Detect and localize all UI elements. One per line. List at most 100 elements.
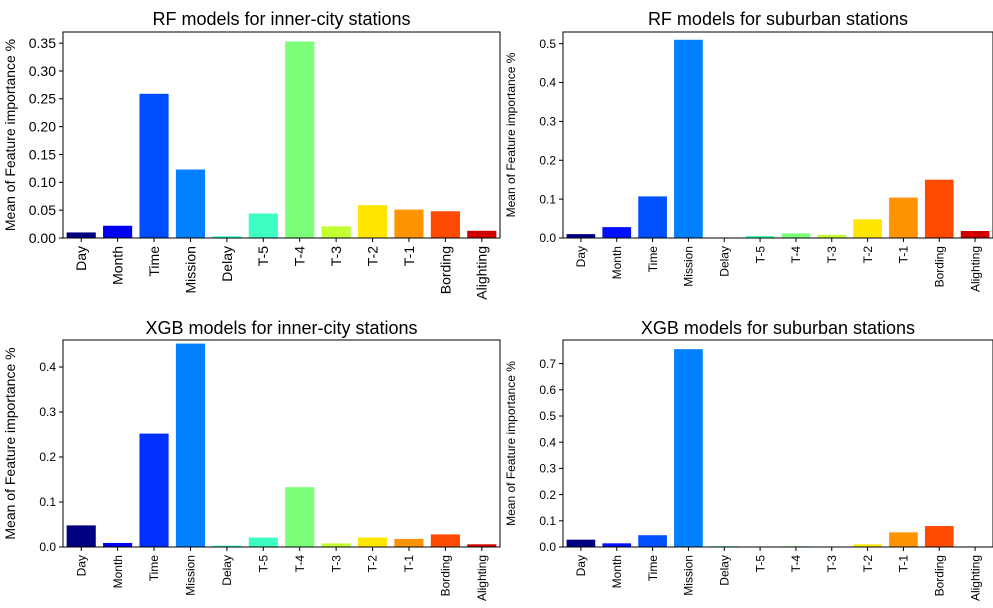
y-tick-label: 0.3 [39,405,56,419]
bar-alighting [467,230,497,238]
y-tick-label: 0.1 [539,514,556,528]
bar-t-2 [853,219,882,238]
x-tick-label-bording: Bording [932,555,946,596]
x-tick-label-bording: Bording [437,246,453,294]
x-tick-label-month: Month [610,246,624,279]
y-tick-label: 0.2 [539,488,556,502]
x-tick-label-delay: Delay [717,246,731,277]
bar-t-3 [321,226,351,238]
x-tick-label-mission: Mission [182,246,198,293]
y-tick-label: 0.05 [29,202,56,218]
bar-t-5 [248,213,278,238]
x-tick-label-bording: Bording [932,246,946,287]
x-tick-label-day: Day [74,555,88,576]
bar-mission [175,343,206,547]
bar-t-1 [394,209,424,238]
bar-day [66,525,96,547]
x-tick-label-day: Day [574,246,588,267]
x-tick-label-time: Time [646,555,660,582]
x-tick-label-mission: Mission [184,555,198,596]
y-tick-label: 0.25 [29,91,56,107]
x-tick-label-time: Time [147,555,161,582]
bar-bording [924,526,954,547]
x-tick-label-t-5: T-5 [255,246,271,266]
bar-t-4 [285,41,315,238]
x-tick-label-t-2: T-2 [364,246,380,266]
x-tick-label-mission: Mission [682,555,696,596]
chart-panel-2: RF models for suburban stations Mean of F… [504,9,993,292]
x-tick-label-t-2: T-2 [861,246,875,264]
y-tick-label: 0.5 [539,37,556,51]
bar-month [602,543,632,547]
y-axis-label: Mean of Feature importance % [2,39,18,231]
y-tick-label: 0.3 [539,115,556,129]
y-tick-label: 0.1 [539,192,556,206]
y-tick-label: 0.0 [39,540,56,554]
bar-mission [674,39,703,238]
bar-time [638,196,667,238]
bar-t-2 [357,205,388,238]
y-axis-label: Mean of Feature importance % [504,361,518,526]
chart-title: RF models for suburban stations [648,9,908,29]
x-tick-label-alighting: Alighting [968,246,982,292]
bar-month [602,227,632,238]
bar-time [139,433,169,547]
bar-t-5 [248,537,278,547]
y-tick-label: 0.7 [539,357,556,371]
y-axis-label: Mean of Feature importance % [504,52,518,217]
x-tick-label-month: Month [111,555,125,588]
x-tick-label-t-2: T-2 [861,555,875,573]
y-tick-label: 0.2 [39,450,56,464]
x-tick-label-t-1: T-1 [402,555,416,573]
y-tick-label: 0.15 [29,146,56,162]
bar-alighting [467,544,497,547]
y-tick-label: 0.10 [29,174,56,190]
chart-title: XGB models for suburban stations [641,318,915,338]
bar-t-2 [853,544,882,547]
x-tick-label-alighting: Alighting [474,246,490,300]
bar-alighting [960,231,990,238]
x-tick-label-t-5: T-5 [753,246,767,264]
bar-mission [674,349,703,547]
bar-bording [924,179,954,238]
axes-frame [562,31,993,239]
bar-bording [430,534,460,547]
y-tick-label: 0.20 [29,119,56,135]
chart-title: RF models for inner-city stations [152,9,410,29]
x-tick-label-delay: Delay [717,555,731,586]
chart-panel-1: RF models for inner-city stations Mean of… [2,9,501,300]
x-tick-label-alighting: Alighting [475,555,489,601]
x-tick-label-t-4: T-4 [293,555,307,573]
x-tick-label-bording: Bording [439,555,453,596]
chart-title: XGB models for inner-city stations [145,318,417,338]
y-tick-label: 0.0 [539,540,556,554]
x-tick-label-t-4: T-4 [789,246,803,264]
x-tick-label-delay: Delay [219,246,235,282]
bar-t-1 [394,538,424,547]
x-tick-label-day: Day [73,246,89,271]
bar-delay [212,545,242,547]
y-tick-label: 0.5 [539,409,556,423]
y-axis-label: Mean of Feature importance % [2,347,18,539]
bar-t-4 [781,233,811,238]
x-tick-label-t-4: T-4 [292,246,308,266]
y-tick-label: 0.00 [29,230,56,246]
y-tick-label: 0.30 [29,63,56,79]
bar-month [103,225,133,238]
x-tick-label-alighting: Alighting [968,555,982,601]
chart-panel-3: XGB models for inner-city stations Mean o… [2,318,501,601]
x-tick-label-month: Month [610,555,624,588]
bar-delay [212,236,242,238]
x-tick-label-t-5: T-5 [753,555,767,573]
bar-month [103,542,133,547]
x-tick-label-t-2: T-2 [366,555,380,573]
y-tick-label: 0.4 [539,76,556,90]
y-tick-label: 0.4 [539,435,556,449]
y-tick-label: 0.0 [539,231,556,245]
bar-mission [175,169,206,238]
bar-time [638,535,667,547]
bar-bording [430,211,460,238]
bar-t-3 [321,543,351,547]
